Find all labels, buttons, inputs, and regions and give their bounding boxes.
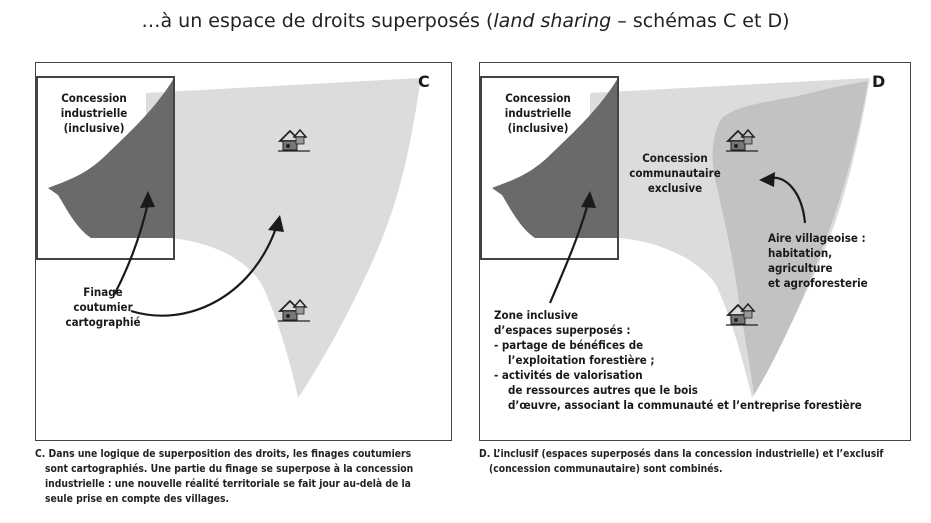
village-icon xyxy=(725,128,758,152)
caption-line: sont cartographiés. Une partie du finage… xyxy=(45,463,414,475)
concession-communautaire-label: Concession communautaire exclusive xyxy=(620,151,730,196)
label-line: cartographié xyxy=(65,315,141,329)
panel-d-letter: D xyxy=(872,72,886,91)
arrowhead-concession xyxy=(140,191,155,208)
arrowhead-zone xyxy=(581,191,596,208)
label-line: (inclusive) xyxy=(63,121,125,135)
caption-line: industrielle : une nouvelle réalité terr… xyxy=(45,478,411,490)
panel-c-diagram xyxy=(36,76,421,398)
label-line: Concession xyxy=(61,91,127,105)
concession-frame xyxy=(480,76,619,260)
caption-line: D. L’inclusif (espaces superposés dans l… xyxy=(479,448,884,460)
concession-industrielle-label: Concession industrielle (inclusive) xyxy=(488,91,588,136)
village-icon xyxy=(277,298,310,322)
caption-line: C. Dans une logique de superposition des… xyxy=(35,448,412,460)
caption-line: (concession communautaire) sont combinés… xyxy=(489,463,723,475)
panel-d: D Concession industrielle (inclusive) Co… xyxy=(479,62,911,441)
arrowhead-aire xyxy=(759,172,775,187)
label-line: d’œuvre, associant la communauté et l’en… xyxy=(508,398,862,412)
concession-industrielle-label: Concession industrielle (inclusive) xyxy=(44,91,144,136)
aire-villageoise-label: Aire villageoise : habitation, agricultu… xyxy=(768,231,898,291)
concession-inclusive-area xyxy=(48,78,174,238)
label-line: et agroforesterie xyxy=(768,276,868,290)
village-icon xyxy=(277,128,310,152)
label-line: Concession xyxy=(642,151,708,165)
label-line: exclusive xyxy=(647,181,703,195)
label-line: (inclusive) xyxy=(507,121,569,135)
label-line: Finage xyxy=(83,285,123,299)
caption-d: D. L’inclusif (espaces superposés dans l… xyxy=(479,447,919,477)
label-line: - partage de bénéfices de xyxy=(494,338,644,352)
title-suffix: – schémas C et D) xyxy=(611,10,790,32)
label-line: de ressources autres que le bois xyxy=(508,383,698,397)
label-line: communautaire xyxy=(629,166,721,180)
arrow-to-finage xyxy=(130,227,278,317)
arrow-to-zone xyxy=(548,202,590,304)
label-line: Aire villageoise : xyxy=(768,231,866,245)
label-line: agriculture xyxy=(768,261,833,275)
arrow-to-concession xyxy=(113,202,150,296)
label-line: habitation, xyxy=(768,246,833,260)
zone-inclusive-label: Zone inclusive d’espaces superposés : - … xyxy=(494,308,904,413)
label-line: Concession xyxy=(505,91,571,105)
label-line: - activités de valorisation xyxy=(494,368,643,382)
caption-c: C. Dans une logique de superposition des… xyxy=(35,447,465,507)
panel-d-diagram xyxy=(480,76,870,398)
label-line: industrielle xyxy=(60,106,128,120)
village-icon xyxy=(725,302,758,326)
panel-c-letter: C xyxy=(418,72,430,91)
concession-frame xyxy=(36,76,175,260)
label-line: industrielle xyxy=(504,106,572,120)
label-line: coutumier xyxy=(73,300,133,314)
title-italic: land sharing xyxy=(493,10,612,32)
arrowhead-finage xyxy=(268,215,284,232)
arrows xyxy=(113,202,278,317)
label-line: d’espaces superposés : xyxy=(494,323,631,337)
title-prefix: …à un espace de droits superposés ( xyxy=(141,10,494,32)
caption-line: seule prise en compte des villages. xyxy=(45,493,230,505)
finage-area xyxy=(146,78,421,398)
figure-title: …à un espace de droits superposés (land … xyxy=(0,10,931,32)
panel-c: C Concession industrielle (inclusive) Fi… xyxy=(35,62,452,441)
finage-label: Finage coutumier cartographié xyxy=(58,285,148,330)
label-line: Zone inclusive xyxy=(494,308,579,322)
label-line: l’exploitation forestière ; xyxy=(508,353,655,367)
